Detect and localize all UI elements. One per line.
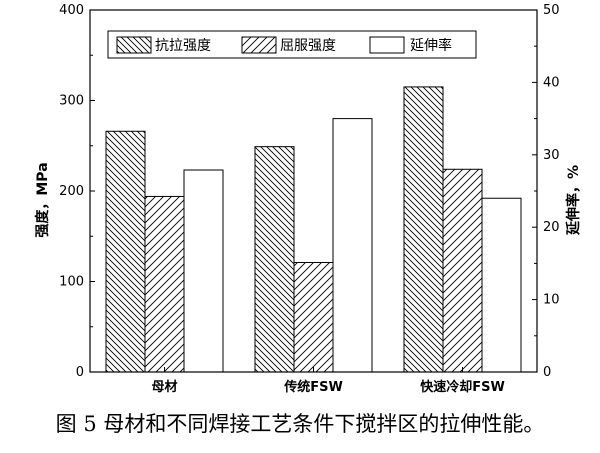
- legend-label-elongation: 延伸率: [410, 37, 452, 54]
- y-right-tick-label: 50: [543, 3, 560, 18]
- bar-0-0: [105, 130, 146, 373]
- chart: 母材 传统FSW 快速冷却FSW 0 100 200 300 400 0 10 20 30 40 50 强…: [34, 3, 582, 395]
- y-axis-right-title: 延伸率，%: [565, 165, 582, 236]
- legend-label-yield: 屈服强度: [280, 38, 336, 54]
- legend-swatch-tensile: [116, 36, 152, 54]
- bar-1-1: [293, 261, 334, 373]
- y-right-tick-label: 10: [543, 293, 560, 308]
- bar-2-2: [481, 197, 522, 373]
- legend: 抗拉强度 屈服强度 延伸率: [107, 30, 477, 59]
- bar-2-1: [442, 168, 483, 373]
- x-tick-label: 母材: [151, 379, 177, 395]
- bar-0-1: [144, 195, 185, 373]
- y-axis-left-title: 强度，MPa: [34, 162, 51, 237]
- y-left-tick-label: 0: [76, 365, 84, 380]
- y-right-tick-label: 30: [543, 148, 560, 163]
- y-left-tick-label: 400: [59, 3, 84, 18]
- bar-0-2: [183, 169, 224, 373]
- bar-1-0: [254, 146, 295, 373]
- legend-swatch-elongation: [369, 36, 405, 54]
- legend-box: [107, 30, 477, 59]
- y-right-tick-label: 0: [543, 365, 551, 380]
- x-tick-label: 快速冷却FSW: [420, 379, 505, 395]
- y-right-tick-label: 20: [543, 220, 560, 235]
- y-left-tick-label: 100: [59, 275, 84, 290]
- legend-label-tensile: 抗拉强度: [155, 38, 211, 54]
- bar-1-2: [332, 118, 373, 373]
- y-left-tick-label: 300: [59, 94, 84, 109]
- bars-group: [105, 86, 522, 373]
- figure-caption: 图 5 母材和不同焊接工艺条件下搅拌区的拉伸性能。: [55, 412, 545, 436]
- bar-2-0: [403, 86, 444, 373]
- ticks-group: 母材 传统FSW 快速冷却FSW 0 100 200 300 400 0 10 20 30 40 50: [59, 3, 559, 395]
- y-left-tick-label: 200: [59, 184, 84, 199]
- y-right-tick-label: 40: [543, 75, 560, 90]
- x-tick-label: 传统FSW: [283, 379, 343, 395]
- legend-swatch-yield: [241, 36, 277, 54]
